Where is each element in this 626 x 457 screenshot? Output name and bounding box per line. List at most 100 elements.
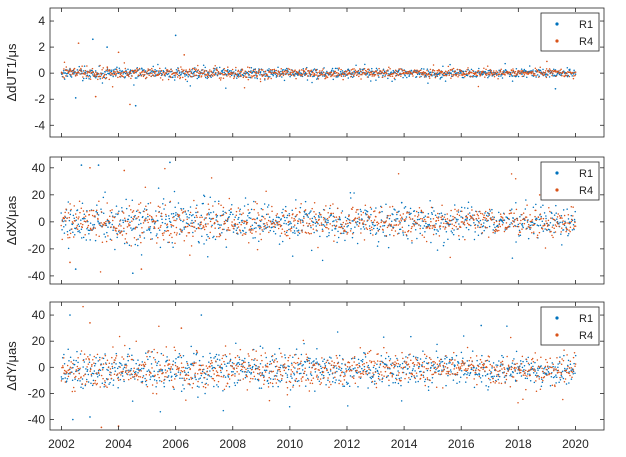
- data-point: [141, 68, 143, 70]
- data-point: [125, 198, 127, 201]
- data-point: [494, 73, 496, 75]
- data-point: [454, 70, 456, 73]
- data-point: [324, 77, 326, 80]
- data-point: [209, 352, 211, 355]
- data-point: [64, 211, 66, 214]
- data-point: [477, 226, 479, 228]
- data-point: [468, 374, 471, 376]
- data-point: [469, 371, 472, 374]
- data-point: [287, 67, 289, 70]
- data-point: [119, 220, 121, 222]
- data-point: [333, 224, 335, 227]
- data-point: [156, 70, 158, 72]
- data-point: [106, 386, 108, 388]
- data-point: [141, 380, 144, 383]
- data-point: [276, 75, 279, 77]
- data-point: [250, 70, 252, 72]
- data-point: [138, 211, 141, 214]
- data-point: [300, 229, 303, 232]
- data-point: [121, 356, 123, 358]
- data-point: [165, 72, 167, 74]
- data-point: [451, 227, 454, 230]
- data-point: [137, 216, 140, 218]
- data-point: [94, 75, 97, 78]
- data-point-outlier: [117, 51, 120, 54]
- data-point: [385, 363, 387, 365]
- data-point: [157, 187, 160, 189]
- data-point: [487, 385, 490, 388]
- y-tick-label: -20: [28, 242, 46, 256]
- data-point: [534, 67, 537, 70]
- data-point: [461, 221, 464, 223]
- data-point: [104, 236, 107, 238]
- data-point: [548, 76, 551, 78]
- data-point: [557, 363, 559, 365]
- data-point: [487, 73, 490, 76]
- data-point: [280, 364, 282, 366]
- data-point: [456, 382, 458, 385]
- data-point: [499, 71, 502, 73]
- data-point: [186, 74, 188, 76]
- data-point: [244, 227, 246, 229]
- data-point: [193, 75, 196, 77]
- data-point: [316, 221, 319, 224]
- data-point: [532, 231, 535, 233]
- data-point: [467, 201, 470, 203]
- data-point: [570, 378, 573, 380]
- data-point: [205, 225, 207, 228]
- data-point: [126, 226, 129, 228]
- data-point: [462, 357, 464, 360]
- data-point: [437, 212, 439, 215]
- data-point: [285, 234, 288, 237]
- data-point: [157, 63, 159, 66]
- data-point: [226, 229, 228, 231]
- data-point: [438, 235, 441, 237]
- data-point: [535, 219, 537, 222]
- data-point: [405, 218, 407, 220]
- data-point: [171, 368, 174, 370]
- data-point: [247, 70, 250, 73]
- data-point: [204, 76, 207, 79]
- data-point: [337, 230, 339, 233]
- data-point: [574, 73, 577, 75]
- data-point: [207, 76, 210, 79]
- dy-series-r1: [60, 314, 577, 421]
- data-point: [108, 70, 110, 72]
- data-point: [125, 363, 127, 365]
- data-point: [77, 361, 79, 364]
- data-point: [227, 226, 230, 229]
- data-point: [310, 362, 313, 364]
- data-point: [462, 76, 465, 79]
- data-point: [382, 336, 385, 338]
- data-point: [574, 354, 577, 357]
- data-point: [341, 72, 344, 75]
- data-point: [447, 222, 450, 225]
- data-point: [99, 386, 101, 388]
- data-point: [487, 236, 490, 238]
- data-point: [335, 75, 337, 77]
- data-point: [422, 350, 424, 352]
- data-point: [430, 362, 433, 364]
- data-point: [532, 372, 535, 374]
- data-point: [410, 375, 413, 378]
- data-point: [281, 70, 284, 73]
- data-point: [475, 367, 478, 369]
- data-point: [450, 72, 452, 74]
- data-point: [445, 226, 447, 229]
- data-point: [348, 367, 351, 369]
- data-point: [568, 69, 571, 72]
- data-point: [96, 212, 99, 214]
- data-point: [422, 227, 424, 230]
- data-point: [352, 71, 354, 74]
- data-point: [93, 73, 96, 75]
- data-point: [238, 72, 241, 74]
- data-point: [243, 220, 246, 223]
- data-point: [518, 229, 521, 232]
- data-point: [373, 219, 376, 221]
- data-point: [275, 357, 277, 360]
- data-point: [278, 379, 280, 382]
- data-point: [222, 206, 225, 209]
- data-point: [186, 225, 189, 228]
- data-point: [124, 220, 127, 222]
- data-point: [364, 72, 366, 74]
